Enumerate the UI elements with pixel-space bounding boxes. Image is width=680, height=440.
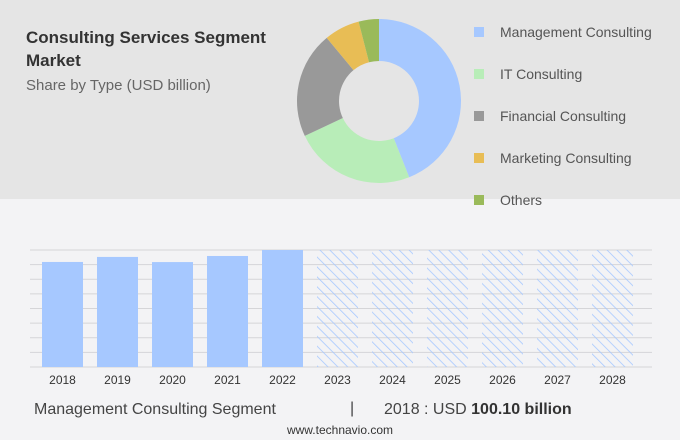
- x-tick-label: 2027: [544, 373, 571, 387]
- forecast-bar-2025: [427, 250, 468, 367]
- chart-title: Consulting Services Segment Market: [26, 28, 266, 70]
- forecast-bar-2027: [537, 250, 578, 367]
- legend-swatch: [474, 111, 484, 121]
- legend-label: IT Consulting: [500, 66, 583, 82]
- legend: Management Consulting IT Consulting Financ…: [474, 11, 652, 221]
- footer-value-prefix: 2018 : USD: [384, 401, 472, 418]
- legend-item: Financial Consulting: [474, 95, 652, 137]
- x-tick-label: 2025: [434, 373, 461, 387]
- chart-subtitle: Share by Type (USD billion): [26, 77, 211, 94]
- legend-item: Marketing Consulting: [474, 137, 652, 179]
- legend-label: Financial Consulting: [500, 108, 627, 124]
- bar-2020: [152, 262, 193, 367]
- forecast-bar-2026: [482, 250, 523, 367]
- x-tick-label: 2026: [489, 373, 516, 387]
- donut-slice-marketing-consulting: [326, 21, 370, 71]
- forecast-bar-2023: [317, 250, 358, 367]
- legend-item: IT Consulting: [474, 53, 652, 95]
- x-tick-label: 2019: [104, 373, 131, 387]
- x-tick-label: 2021: [214, 373, 241, 387]
- x-tick-label: 2020: [159, 373, 186, 387]
- donut-slice-management-consulting: [379, 19, 461, 178]
- donut-slice-it-consulting: [304, 118, 410, 183]
- legend-label: Marketing Consulting: [500, 150, 632, 166]
- bar-chart: [42, 250, 633, 367]
- x-tick-label: 2024: [379, 373, 406, 387]
- x-tick-label: 2018: [49, 373, 76, 387]
- legend-swatch: [474, 27, 484, 37]
- donut-slice-others: [358, 19, 379, 63]
- donut-chart: [297, 19, 461, 183]
- bar-2021: [207, 255, 248, 367]
- footer-value: 2018 : USD 100.10 billion: [384, 401, 572, 419]
- forecast-bar-2024: [372, 250, 413, 367]
- site-url[interactable]: www.technavio.com: [286, 423, 394, 437]
- forecast-bar-2028: [592, 250, 633, 367]
- footer-segment: Management Consulting Segment: [34, 401, 276, 418]
- x-axis-ticks: 2018 2019 2020 2021 2022 2023 2024 2025 2026 2027…: [49, 373, 626, 387]
- legend-item: Management Consulting: [474, 11, 652, 53]
- legend-swatch: [474, 153, 484, 163]
- bar-2018: [42, 261, 83, 367]
- legend-swatch: [474, 195, 484, 205]
- x-tick-label: 2022: [269, 373, 296, 387]
- bar-2022: [262, 250, 303, 367]
- footer-value-bold: 100.10 billion: [471, 401, 572, 418]
- footer-separator: |: [350, 400, 355, 417]
- legend-item: Others: [474, 179, 652, 221]
- x-tick-label: 2028: [599, 373, 626, 387]
- x-tick-label: 2023: [324, 373, 351, 387]
- legend-label: Management Consulting: [500, 24, 652, 40]
- legend-swatch: [474, 69, 484, 79]
- legend-label: Others: [500, 192, 543, 208]
- donut-slice-financial-consulting: [297, 37, 354, 136]
- bar-2019: [97, 256, 138, 367]
